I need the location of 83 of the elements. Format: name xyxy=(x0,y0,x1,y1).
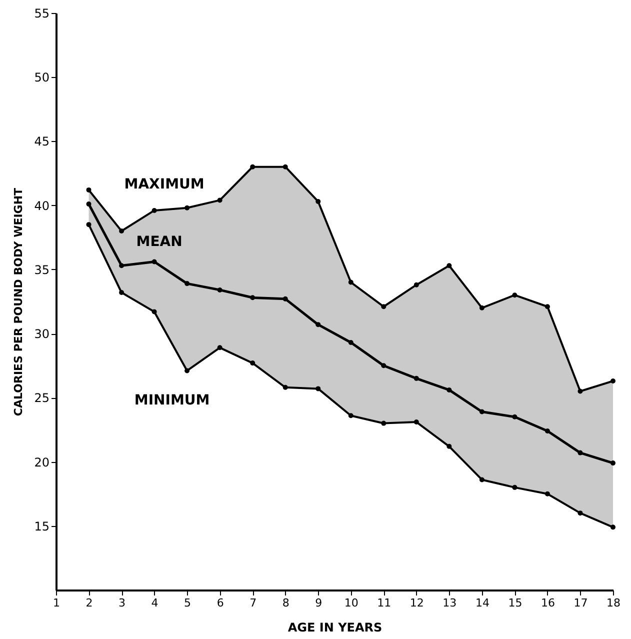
x-tick-label: 9 xyxy=(315,596,322,610)
y-tick-label: 35 xyxy=(34,262,50,277)
x-tick-label: 18 xyxy=(606,596,620,610)
x-tick-label: 12 xyxy=(410,596,424,610)
x-tick-label: 5 xyxy=(184,596,192,610)
x-tick-label: 7 xyxy=(250,596,257,610)
point xyxy=(316,386,321,392)
point xyxy=(578,510,583,516)
point xyxy=(152,309,157,314)
point xyxy=(610,378,616,384)
point xyxy=(381,420,386,426)
point xyxy=(86,187,92,192)
y-tick-label: 55 xyxy=(34,6,50,20)
point xyxy=(86,202,92,207)
point xyxy=(152,208,157,213)
point xyxy=(512,292,518,298)
point xyxy=(414,420,419,425)
y-tick-label: 50 xyxy=(34,70,50,85)
y-tick-label: 15 xyxy=(34,519,50,534)
point xyxy=(578,450,583,456)
point xyxy=(282,384,288,390)
point xyxy=(610,460,616,466)
point xyxy=(119,263,124,268)
point xyxy=(119,290,124,296)
point xyxy=(578,388,583,394)
x-tick-label: 3 xyxy=(118,596,126,610)
y-tick-label: 30 xyxy=(34,327,50,342)
point xyxy=(184,368,190,374)
point xyxy=(512,414,518,420)
point xyxy=(381,363,386,368)
x-tick-label: 1 xyxy=(53,596,60,610)
point xyxy=(414,282,419,288)
point xyxy=(348,340,354,346)
x-tick-label: 15 xyxy=(508,596,522,610)
point xyxy=(479,305,484,310)
point xyxy=(250,360,256,366)
x-tick-label: 8 xyxy=(282,596,290,610)
point xyxy=(479,409,484,414)
point xyxy=(544,428,550,434)
point xyxy=(316,322,321,328)
point xyxy=(217,287,222,292)
point xyxy=(381,304,386,310)
x-tick-label: 13 xyxy=(442,596,457,610)
point xyxy=(250,164,256,170)
x-tick-label: 4 xyxy=(151,596,158,610)
point xyxy=(446,444,452,449)
point xyxy=(479,477,484,482)
point xyxy=(282,296,288,302)
point xyxy=(610,524,616,530)
x-axis-title: AGE IN YEARS xyxy=(288,620,382,634)
x-tick-label: 11 xyxy=(377,596,392,610)
point xyxy=(119,228,124,234)
point xyxy=(217,345,222,350)
point xyxy=(250,295,256,300)
x-tick-label: 14 xyxy=(475,596,490,610)
series-label: MAXIMUM xyxy=(124,176,204,192)
point xyxy=(152,259,157,264)
text: MINIMUM xyxy=(134,392,210,409)
point xyxy=(348,413,354,418)
x-tick-label: 2 xyxy=(86,596,93,610)
x-tick-label: 6 xyxy=(216,596,224,610)
point xyxy=(446,263,452,268)
x-tick-label: 10 xyxy=(344,596,358,610)
series-label: MEAN xyxy=(136,234,182,250)
point xyxy=(414,376,419,381)
point xyxy=(512,484,518,490)
point xyxy=(282,164,288,170)
point xyxy=(544,491,550,496)
point xyxy=(86,222,92,228)
point xyxy=(184,205,190,210)
point xyxy=(348,280,354,285)
x-tick-label: 17 xyxy=(574,596,588,610)
y-tick-label: 45 xyxy=(34,134,50,149)
point xyxy=(446,387,452,392)
point xyxy=(316,198,321,204)
y-tick-label: 25 xyxy=(34,391,50,406)
point xyxy=(544,304,550,310)
point xyxy=(184,281,190,286)
y-tick-label: 20 xyxy=(34,455,50,470)
x-tick-label: 16 xyxy=(540,596,555,610)
y-axis-title: CALORIES PER POUND BODY WEIGHT xyxy=(12,187,26,416)
y-tick-label: 40 xyxy=(34,198,50,213)
point xyxy=(217,198,222,203)
